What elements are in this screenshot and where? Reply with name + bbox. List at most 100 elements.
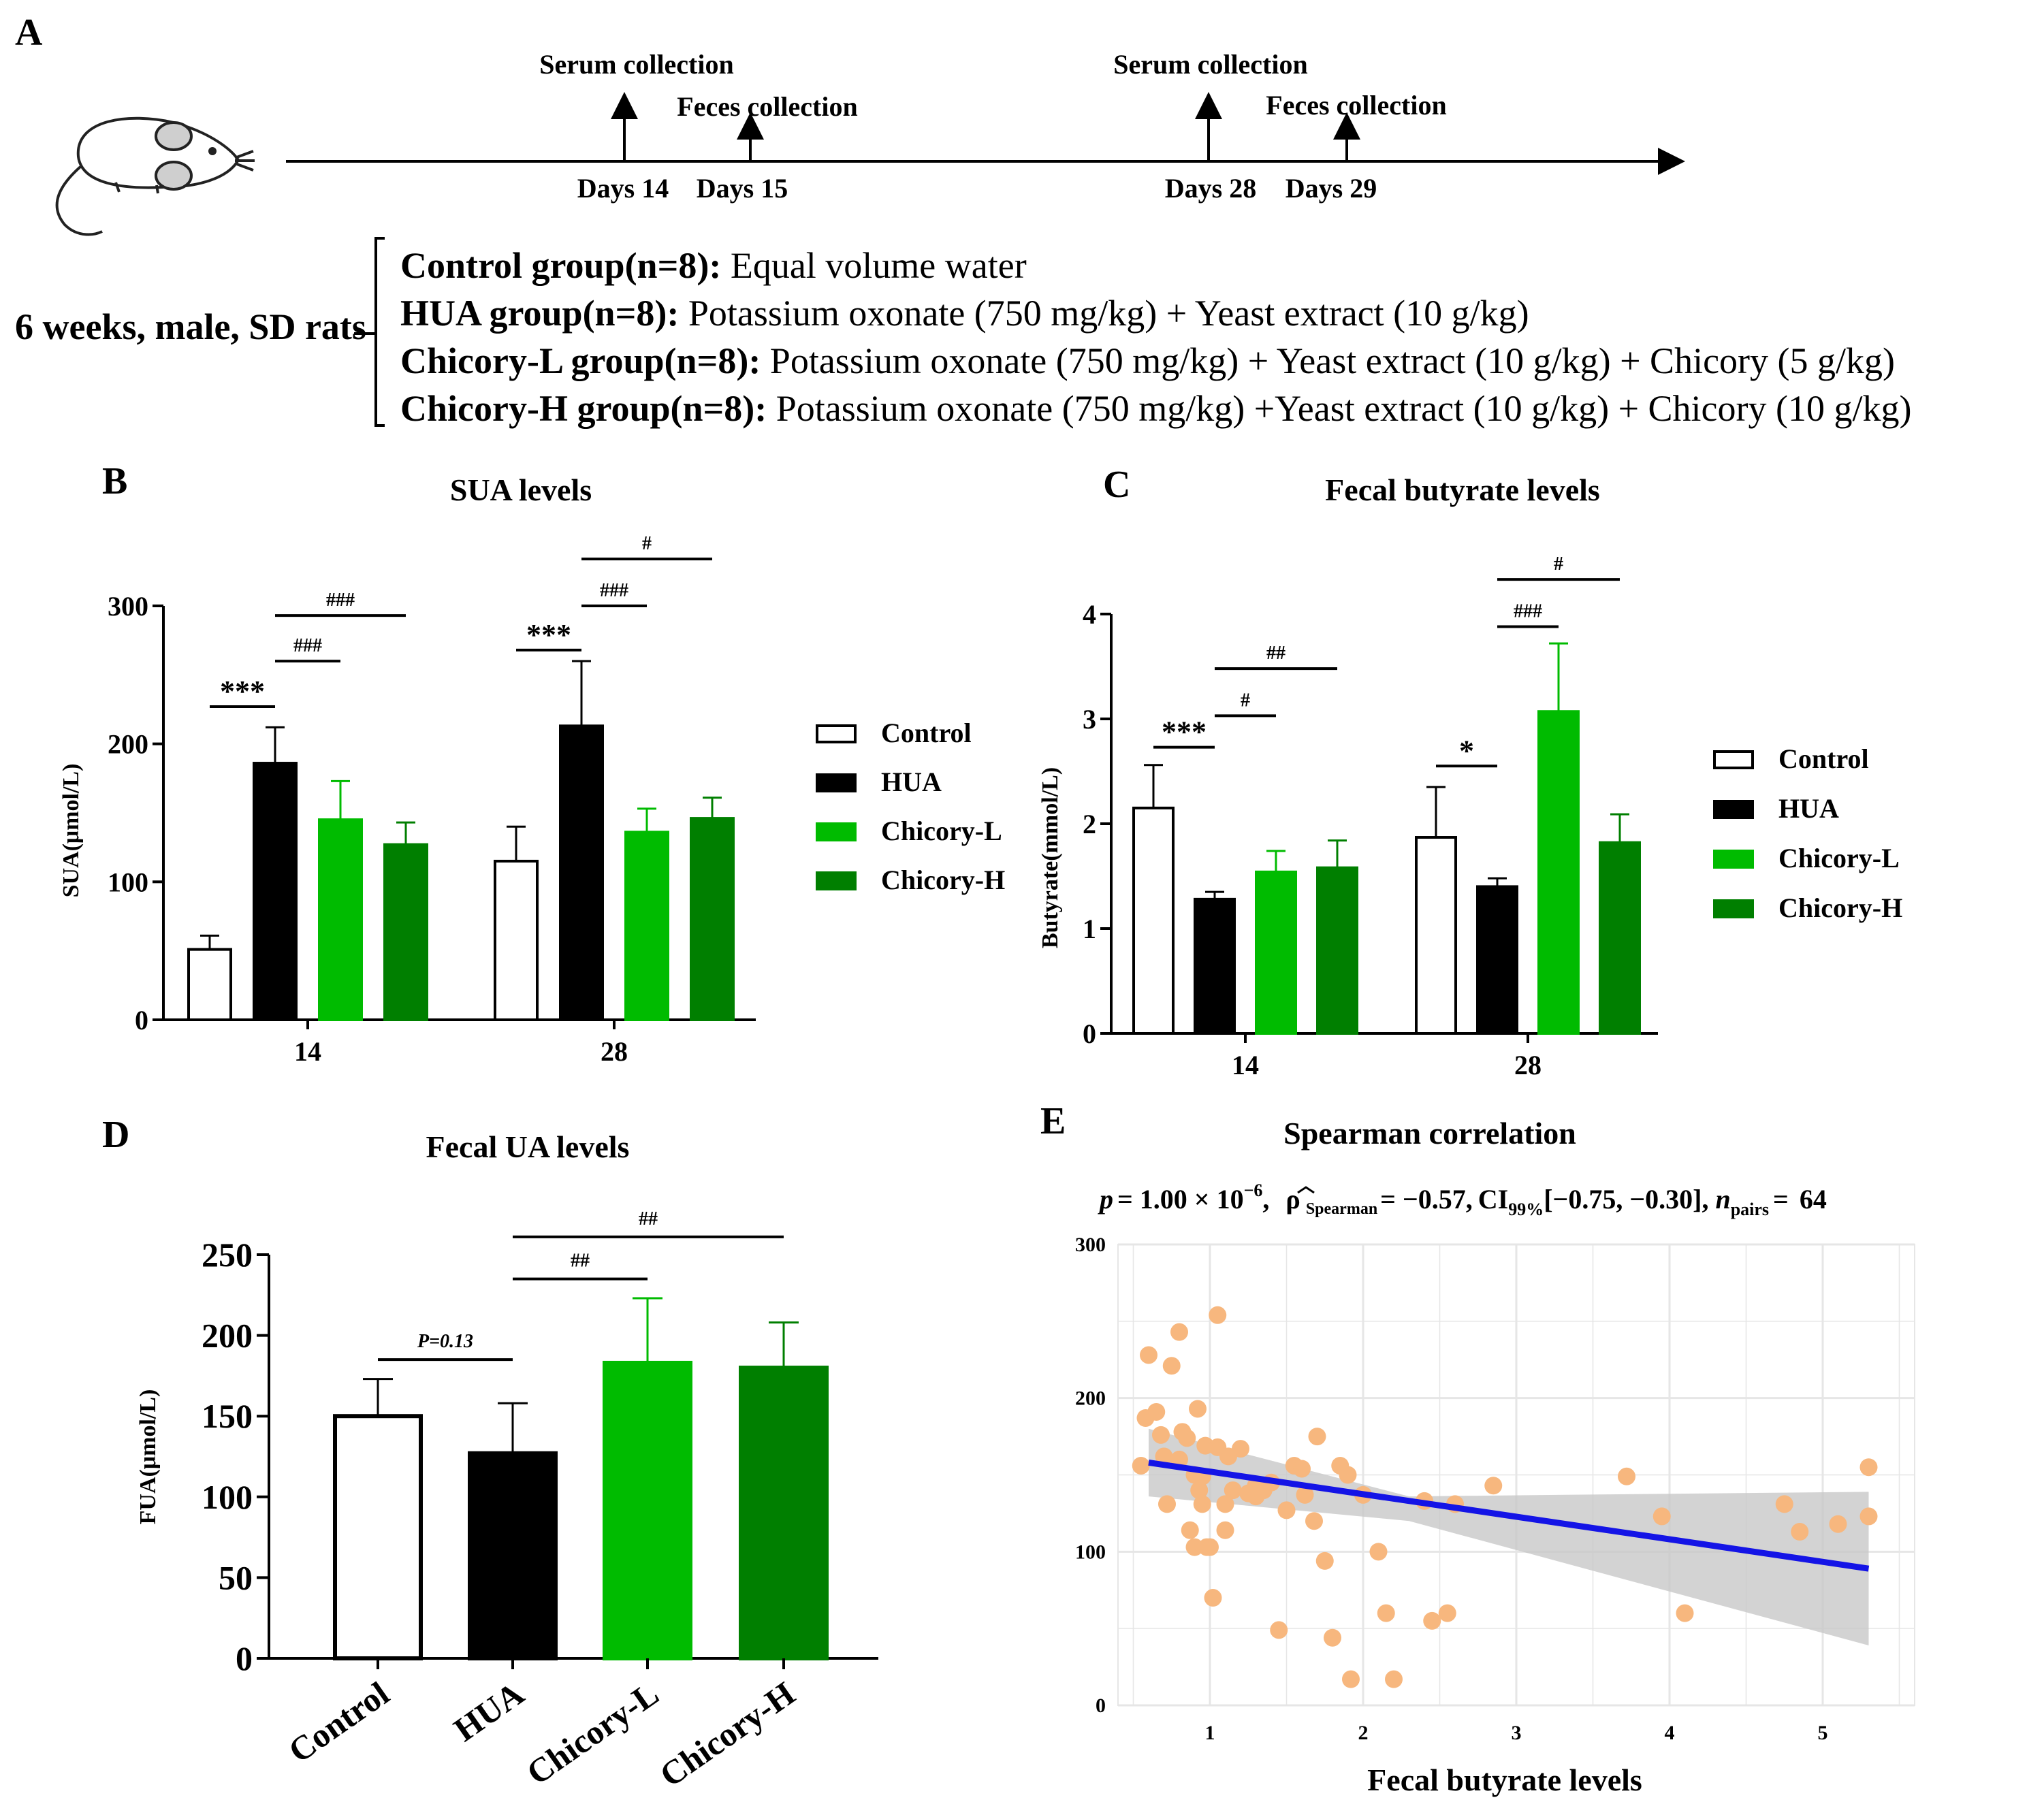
panel-e: E Spearman correlation p = 1.00 × 10−6, ρ… [1040,1100,1915,1797]
data-point [1224,1481,1242,1500]
group-treatment: Potassium oxonate (750 mg/kg) +Yeast ext… [767,388,1911,429]
data-point [1209,1306,1227,1324]
group-name: Chicory-H group(n=8): [400,388,767,429]
data-point [1270,1621,1288,1639]
legend-swatch-hua [1713,800,1754,819]
stat-n-symbol: n [1715,1184,1730,1214]
data-point [1140,1346,1157,1364]
significance-label: ### [1514,600,1542,622]
data-point [1676,1604,1694,1622]
panel-b: B SUA levels SUA(μmol/L) 0 100 200 300 14 28 *… [59,460,1005,1067]
stat-ci-value: [−0.75, −0.30] [1544,1184,1702,1214]
data-point [1438,1604,1456,1622]
group-definitions: Control group(n=8): Equal volume water HU… [400,245,1911,429]
day-29-label: Days 29 [1286,173,1377,204]
stat-p-symbol: p [1098,1184,1113,1214]
y-tick-label: 4 [1083,599,1096,630]
data-point [1193,1495,1211,1513]
group-treatment: Equal volume water [721,245,1026,286]
data-point [1201,1538,1219,1556]
panel-label-b: B [102,460,127,502]
x-tick-label: 4 [1665,1722,1675,1744]
chart-d-ylabel: FUA(μmol/L) [135,1389,161,1525]
group-treatment: Potassium oxonate (750 mg/kg) + Yeast ex… [761,340,1895,381]
y-tick-label: 100 [1075,1541,1106,1563]
bar-chicory-l-14 [318,818,363,1021]
animal-description: 6 weeks, male, SD rats [15,306,366,347]
group-name: Control group(n=8): [400,245,721,286]
data-point [1859,1458,1878,1477]
data-point [1791,1522,1809,1541]
chart-c-ylabel: Butyrate(mmol/L) [1038,767,1063,948]
data-point [1377,1604,1395,1622]
data-point [1652,1507,1671,1526]
feces-label-1: Feces collection [677,91,857,122]
data-point [1147,1402,1166,1421]
legend-swatch-control [816,724,857,743]
group-definition-3: Chicory-H group(n=8): Potassium oxonate … [400,388,1911,429]
significance-label: P=0.13 [417,1331,473,1352]
y-tick-label: 300 [1075,1234,1106,1256]
y-tick-label: 200 [202,1317,253,1355]
bar-chicory-l-14 [1255,870,1297,1035]
y-tick-label: 0 [1083,1018,1096,1049]
panel-label-a: A [15,12,43,54]
rho-hat-icon [1297,1186,1315,1194]
chart-c-title: Fecal butyrate levels [1325,472,1600,507]
chart-d-plot: 0 50 100 150 200 250 Control HUAChicory-LChicor… [202,1208,878,1795]
bar-hua-14 [1194,897,1236,1035]
legend-swatch-chicory-l [816,822,857,841]
x-tick-label: 3 [1512,1722,1522,1744]
chart-e-plot: 1 2 3 4 5 0 100 200 300 [1075,1234,1915,1744]
data-point [1339,1466,1357,1484]
significance-label: ### [293,635,322,656]
bar-chicory-l-28 [1537,710,1580,1035]
data-point [1232,1440,1249,1458]
bar-chicory-h-14 [383,843,428,1021]
x-tick-label: 2 [1358,1722,1369,1744]
data-point [1385,1670,1403,1688]
chart-b-title: SUA levels [450,472,592,507]
legend-label: Control [1778,743,1869,774]
significance-label: *** [526,618,571,651]
group-bracket [354,237,385,427]
legend-label: Chicory-L [1778,843,1900,873]
chart-e-xlabel: Fecal butyrate levels [1367,1763,1642,1797]
data-point [1155,1447,1173,1466]
chart-d-title: Fecal UA levels [426,1129,630,1164]
bar-control-28 [1415,836,1457,1035]
legend-swatch-hua [816,773,857,792]
bar-hua-28 [1476,885,1518,1035]
stat-rho-sub: Spearman [1306,1200,1377,1218]
bar-chicory-h-28 [1599,841,1641,1035]
x-tick-label: 28 [1514,1050,1542,1080]
data-point [1369,1543,1388,1561]
bar-chicory-l [603,1360,692,1660]
data-point [1859,1507,1878,1526]
significance-label: ## [571,1251,590,1272]
data-point [1170,1323,1188,1341]
chart-b-legend: Control HUA Chicory-L Chicory-H [816,718,1005,895]
x-tick-label: Control [281,1674,396,1770]
data-point [1618,1467,1635,1485]
data-point [1216,1521,1234,1539]
regression-line [1148,1459,1870,1572]
x-tick-label: 5 [1818,1722,1828,1744]
y-tick-label: 300 [108,591,148,622]
data-point [1484,1477,1503,1495]
day-28-label: Days 28 [1165,173,1256,204]
bar-chicory-h-28 [690,817,735,1022]
x-tick-label: 1 [1205,1722,1215,1744]
significance-label: *** [1162,715,1207,749]
significance-label: ### [600,580,628,601]
y-tick-label: 0 [1096,1694,1106,1717]
legend-label: Chicory-H [881,865,1005,895]
data-point [1158,1495,1176,1513]
bar-chicory-h-14 [1316,866,1358,1035]
bar-hua [468,1451,558,1661]
bar-control-14 [1132,806,1175,1035]
y-tick-label: 0 [135,1005,148,1035]
group-treatment: Potassium oxonate (750 mg/kg) + Yeast ex… [679,293,1529,334]
x-tick-label: HUA [447,1674,530,1749]
